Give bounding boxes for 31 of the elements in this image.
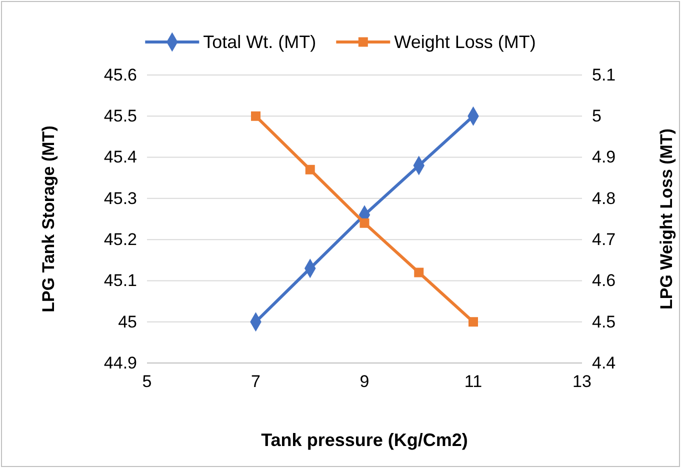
x-tick-label: 11: [464, 372, 482, 392]
y-tick-label: 45: [118, 312, 137, 332]
y-tick-label: 45.1: [104, 271, 137, 290]
y-tick-label: 45.2: [104, 230, 137, 250]
x-tick-label: 7: [251, 372, 260, 392]
point: [414, 268, 424, 278]
x-tick-label: 5: [142, 372, 152, 392]
y2-axis-title: LPG Weight Loss (MT): [657, 128, 676, 310]
y-axis-title: LPG Tank Storage (MT): [39, 126, 58, 312]
point: [360, 218, 370, 228]
point: [468, 317, 478, 327]
x-tick-label: 9: [360, 372, 370, 392]
y2-tick-label: 4.8: [592, 188, 616, 208]
legend-label: Total Wt. (MT): [203, 32, 316, 52]
y-tick-label: 44.9: [104, 353, 137, 372]
y2-tick-label: 5.1: [592, 65, 616, 84]
x-axis-title: Tank pressure (Kg/Cm2): [261, 430, 468, 450]
legend-label: Weight Loss (MT): [394, 32, 536, 52]
y-tick-label: 45.5: [104, 106, 137, 126]
y2-tick-label: 4.7: [592, 230, 616, 250]
point: [305, 164, 315, 174]
y-tick-label: 45.3: [104, 188, 137, 208]
y2-tick-label: 4.4: [592, 353, 616, 372]
y2-tick-label: 4.6: [592, 271, 616, 290]
y-tick-label: 45.6: [104, 65, 137, 84]
y2-tick-label: 4.9: [592, 148, 616, 167]
y2-tick-label: 4.5: [592, 312, 616, 332]
y-tick-label: 45.4: [104, 148, 137, 167]
y2-tick-label: 5: [592, 106, 602, 126]
point: [251, 111, 260, 121]
x-tick-label: 13: [572, 372, 592, 392]
